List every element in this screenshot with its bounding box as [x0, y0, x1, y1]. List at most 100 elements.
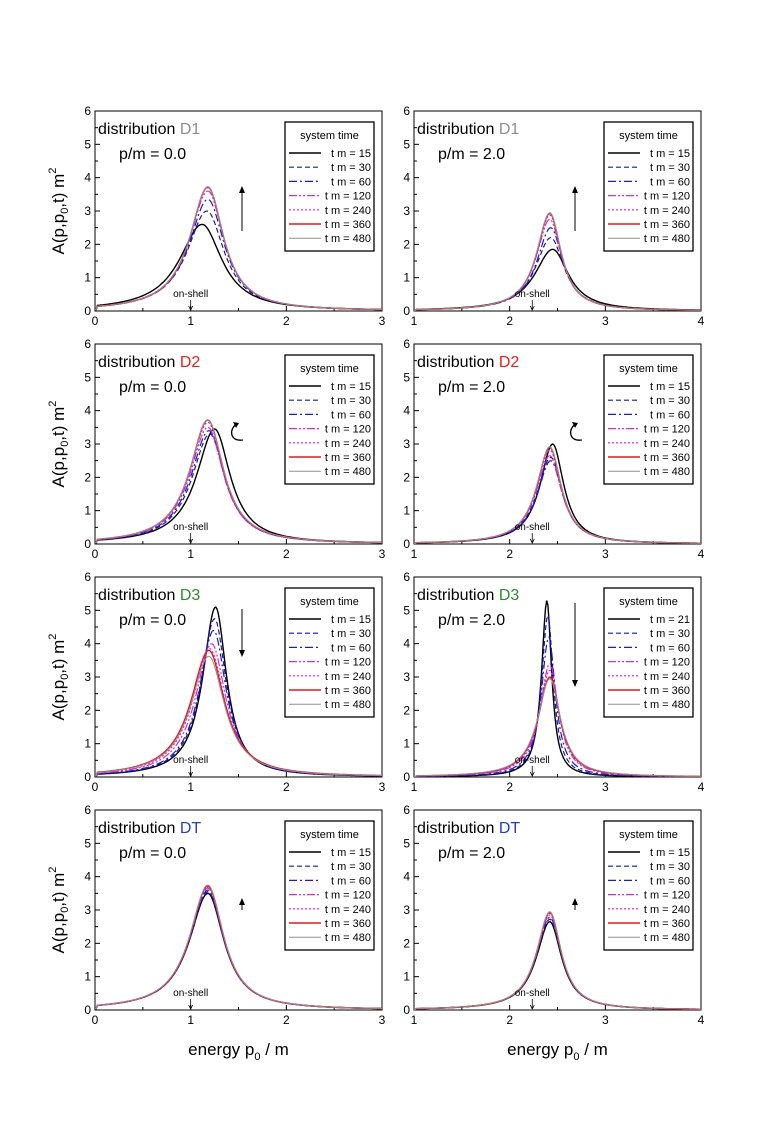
legend-box	[603, 587, 694, 718]
legend-title: system time	[300, 596, 359, 608]
legend-entry: t m = 120	[325, 890, 371, 902]
series-line	[95, 419, 382, 544]
onshell-arrowhead	[188, 305, 194, 311]
onshell-label: on-shell	[515, 755, 550, 766]
x-tick-label: 2	[506, 547, 513, 561]
legend-entry: t m = 360	[644, 219, 690, 231]
legend-title: system time	[619, 596, 678, 608]
legend-entry: t m = 480	[644, 932, 690, 944]
legend-entry: t m = 480	[325, 233, 371, 245]
xlabel-tail: / m	[260, 1040, 288, 1059]
series-line	[95, 186, 382, 311]
ylabel-mid: ,t) m	[49, 407, 68, 441]
y-tick-label: 2	[403, 703, 410, 717]
x-tick-label: 1	[187, 780, 194, 794]
onshell-label: on-shell	[173, 522, 208, 533]
legend-entry: t m = 120	[644, 191, 690, 203]
plot-panel: 0 1 2 3 4 5 6 0 1 2 3 on-shell distribution D3 p/m = …	[47, 570, 386, 794]
y-tick-label: 4	[403, 404, 410, 418]
legend-entry: t m = 240	[325, 205, 371, 217]
y-tick-label: 5	[403, 836, 410, 850]
legend-entry: t m = 360	[325, 219, 371, 231]
y-tick-label: 5	[84, 137, 91, 151]
x-tick-label: 1	[411, 314, 418, 328]
distribution-name: D3	[499, 587, 520, 604]
distribution-name: DT	[180, 820, 202, 837]
legend-title: system time	[619, 130, 678, 142]
onshell-arrowhead	[529, 538, 535, 544]
legend-entry: t m = 120	[325, 657, 371, 669]
y-tick-label: 2	[84, 237, 91, 251]
x-tick-label: 3	[602, 547, 609, 561]
legend-entry: t m = 60	[331, 642, 371, 654]
x-tick-label: 3	[379, 1013, 386, 1027]
ylabel-sup: 2	[47, 168, 59, 174]
x-tick-label: 1	[187, 1013, 194, 1027]
y-tick-label: 2	[84, 470, 91, 484]
legend-entry: t m = 480	[644, 699, 690, 711]
trend-arrowhead	[233, 422, 239, 428]
y-tick-label: 3	[403, 437, 410, 451]
series-line	[414, 678, 701, 777]
onshell-arrowhead	[529, 1004, 535, 1010]
x-tick-label: 1	[411, 780, 418, 794]
series-line	[414, 446, 701, 544]
legend-entry: t m = 30	[650, 395, 690, 407]
legend-entry: t m = 240	[325, 904, 371, 916]
x-tick-label: 2	[506, 1013, 513, 1027]
legend-entry: t m = 240	[644, 671, 690, 683]
legend-entry: t m = 240	[644, 205, 690, 217]
distribution-name: D3	[180, 587, 201, 604]
y-tick-label: 2	[403, 237, 410, 251]
distribution-label: distribution D3	[98, 587, 200, 604]
y-tick-label: 5	[403, 137, 410, 151]
distribution-label: distribution D2	[417, 354, 519, 371]
distribution-prefix: distribution	[98, 354, 180, 371]
y-tick-label: 0	[84, 304, 91, 318]
y-tick-label: 4	[84, 404, 91, 418]
onshell-arrowhead	[188, 771, 194, 777]
legend-entry: t m = 15	[331, 148, 371, 160]
x-tick-label: 3	[379, 314, 386, 328]
xlabel-main: energy p	[507, 1040, 573, 1059]
x-tick-label: 0	[92, 1013, 99, 1027]
legend-entry: t m = 360	[325, 452, 371, 464]
y-tick-label: 5	[403, 603, 410, 617]
legend-box	[284, 587, 375, 718]
y-tick-label: 0	[403, 770, 410, 784]
ylabel-sup: 2	[47, 867, 59, 873]
ylabel-mid: ,t) m	[49, 873, 68, 907]
trend-arrowhead	[239, 650, 245, 657]
legend-entry: t m = 30	[331, 861, 371, 873]
legend-entry: t m = 480	[325, 466, 371, 478]
legend-entry: t m = 120	[644, 424, 690, 436]
y-tick-label: 6	[84, 803, 91, 817]
legend-entry: t m = 30	[331, 395, 371, 407]
legend-entry: t m = 360	[325, 918, 371, 930]
y-tick-label: 2	[403, 470, 410, 484]
legend-entry: t m = 360	[644, 452, 690, 464]
ylabel-sup: 2	[47, 401, 59, 407]
y-tick-label: 4	[84, 171, 91, 185]
y-tick-label: 5	[403, 370, 410, 384]
y-tick-label: 2	[84, 703, 91, 717]
series-line	[95, 884, 382, 1010]
legend-entry: t m = 30	[650, 162, 690, 174]
legend-entry: t m = 21	[650, 614, 690, 626]
distribution-label: distribution DT	[417, 820, 520, 837]
y-tick-label: 0	[84, 537, 91, 551]
legend-entry: t m = 240	[644, 904, 690, 916]
pm-label: p/m = 2.0	[438, 379, 505, 396]
onshell-label: on-shell	[173, 755, 208, 766]
plot-panel: 0 1 2 3 4 5 6 0 1 2 3 on-shell distribution D2 p/m = …	[47, 337, 386, 561]
x-tick-label: 4	[698, 780, 705, 794]
trend-arrowhead	[572, 422, 578, 428]
y-tick-label: 1	[403, 737, 410, 751]
x-tick-label: 1	[411, 1013, 418, 1027]
x-tick-label: 0	[92, 780, 99, 794]
legend-entry: t m = 240	[325, 438, 371, 450]
legend-entry: t m = 480	[644, 233, 690, 245]
pm-label: p/m = 0.0	[119, 612, 186, 629]
onshell-label: on-shell	[173, 289, 208, 300]
